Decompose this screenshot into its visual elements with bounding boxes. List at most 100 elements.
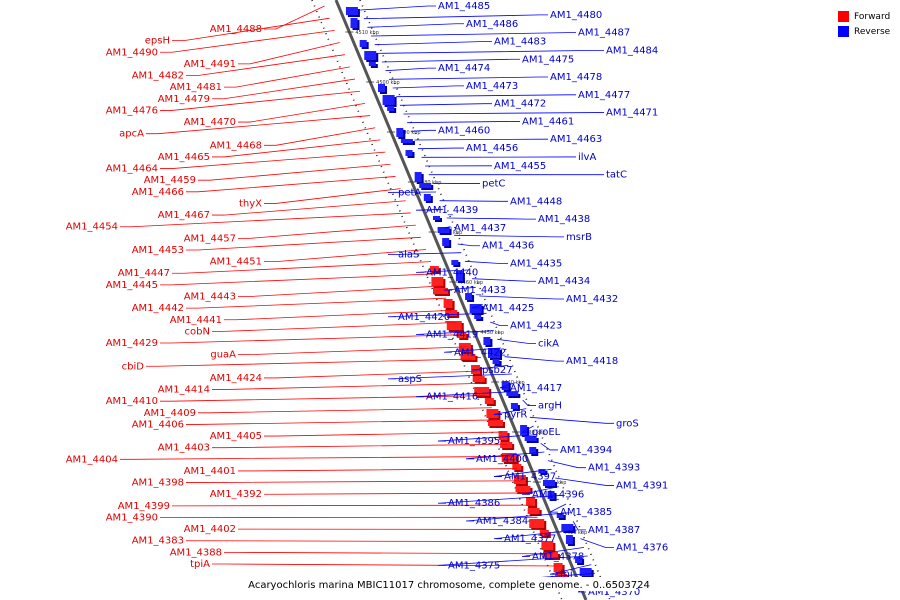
forward-gene-label[interactable]: AM1_4442: [132, 303, 184, 314]
reverse-gene-label[interactable]: AM1_4474: [438, 63, 490, 74]
reverse-gene-label[interactable]: AM1_4461: [522, 116, 574, 127]
forward-gene-label[interactable]: AM1_4488: [210, 24, 262, 35]
reverse-gene-label[interactable]: AM1_4370: [588, 587, 640, 598]
forward-gene-label[interactable]: AM1_4464: [106, 164, 158, 175]
reverse-gene-label[interactable]: AM1_4395: [448, 436, 500, 447]
reverse-gene-label[interactable]: cikA: [538, 338, 559, 349]
forward-gene[interactable]: [488, 420, 505, 428]
reverse-gene[interactable]: [565, 535, 575, 546]
reverse-gene-label[interactable]: AM1_4480: [550, 10, 602, 21]
forward-gene-label[interactable]: cbiD: [122, 361, 145, 372]
forward-gene-label[interactable]: tpiA: [190, 559, 210, 570]
reverse-gene[interactable]: [359, 40, 369, 49]
forward-gene-label[interactable]: AM1_4466: [132, 187, 184, 198]
reverse-gene-label[interactable]: AM1_4486: [466, 19, 518, 30]
forward-gene[interactable]: [458, 343, 473, 354]
forward-gene[interactable]: [529, 519, 547, 530]
forward-gene-label[interactable]: AM1_4388: [170, 547, 222, 558]
reverse-gene-label[interactable]: AM1_4400: [476, 454, 528, 465]
reverse-gene[interactable]: [455, 271, 465, 283]
reverse-gene-label[interactable]: petC: [482, 179, 505, 190]
reverse-gene-label[interactable]: argH: [538, 401, 562, 412]
forward-gene-label[interactable]: AM1_4404: [66, 454, 118, 465]
forward-gene[interactable]: [515, 486, 533, 494]
forward-gene-label[interactable]: AM1_4424: [210, 373, 262, 384]
forward-gene[interactable]: [433, 288, 450, 296]
forward-gene-label[interactable]: AM1_4479: [158, 94, 210, 105]
forward-gene-label[interactable]: AM1_4399: [118, 501, 170, 512]
reverse-gene-label[interactable]: AM1_4420: [398, 312, 450, 323]
reverse-gene[interactable]: [492, 359, 502, 366]
forward-gene-label[interactable]: AM1_4398: [132, 478, 184, 489]
forward-gene-label[interactable]: AM1_4490: [106, 47, 158, 58]
forward-gene[interactable]: [513, 475, 528, 486]
reverse-gene[interactable]: [345, 7, 360, 17]
forward-gene-label[interactable]: AM1_4414: [158, 385, 210, 396]
forward-gene[interactable]: [501, 453, 519, 464]
forward-gene-label[interactable]: AM1_4470: [184, 117, 236, 128]
reverse-gene[interactable]: [465, 293, 475, 302]
forward-gene[interactable]: [527, 508, 542, 516]
reverse-gene[interactable]: [387, 106, 397, 113]
forward-gene-label[interactable]: AM1_4429: [106, 338, 158, 349]
reverse-gene[interactable]: [350, 18, 360, 30]
forward-gene-label[interactable]: AM1_4390: [106, 512, 158, 523]
reverse-gene-label[interactable]: AM1_4376: [616, 543, 668, 554]
reverse-gene-label[interactable]: psb27: [482, 365, 513, 376]
forward-gene-label[interactable]: AM1_4383: [132, 536, 184, 547]
reverse-gene-label[interactable]: AM1_4416: [426, 392, 478, 403]
forward-gene-label[interactable]: AM1_4451: [210, 257, 262, 268]
reverse-gene-label[interactable]: AM1_4386: [448, 498, 500, 509]
forward-gene[interactable]: [472, 376, 487, 384]
reverse-gene-label[interactable]: AM1_4485: [438, 1, 490, 12]
reverse-gene-label[interactable]: AM1_4471: [606, 108, 658, 119]
reverse-gene-label[interactable]: AM1_4473: [466, 81, 518, 92]
reverse-gene[interactable]: [437, 227, 452, 235]
reverse-gene[interactable]: [396, 128, 406, 139]
reverse-gene-label[interactable]: fni: [560, 569, 573, 580]
reverse-gene-label[interactable]: AM1_4433: [454, 285, 506, 296]
reverse-gene-label[interactable]: AM1_4475: [522, 54, 574, 65]
reverse-gene-label[interactable]: AM1_4460: [438, 125, 490, 136]
reverse-gene-label[interactable]: aspS: [398, 374, 422, 385]
reverse-gene[interactable]: [488, 348, 502, 360]
reverse-gene[interactable]: [469, 304, 484, 315]
forward-gene-label[interactable]: thyX: [239, 198, 262, 209]
reverse-gene-label[interactable]: AM1_4397: [504, 472, 556, 483]
reverse-gene-label[interactable]: AM1_4425: [482, 303, 534, 314]
forward-gene-label[interactable]: guaA: [210, 350, 236, 361]
reverse-gene[interactable]: [451, 260, 461, 267]
forward-gene[interactable]: [443, 299, 455, 310]
reverse-gene[interactable]: [364, 51, 379, 62]
forward-gene[interactable]: [539, 530, 551, 538]
forward-gene-label[interactable]: AM1_4402: [184, 524, 236, 535]
reverse-gene[interactable]: [510, 403, 520, 411]
reverse-gene-label[interactable]: AM1_4477: [578, 90, 630, 101]
reverse-gene[interactable]: [543, 480, 557, 488]
forward-gene[interactable]: [500, 442, 515, 450]
forward-gene-label[interactable]: AM1_4392: [210, 489, 262, 500]
forward-gene[interactable]: [498, 431, 510, 442]
reverse-gene-label[interactable]: ilvA: [578, 152, 596, 163]
reverse-gene-label[interactable]: tatC: [606, 170, 627, 181]
reverse-gene-label[interactable]: AM1_4484: [606, 45, 658, 56]
reverse-gene[interactable]: [474, 315, 484, 321]
reverse-gene-label[interactable]: AM1_4432: [566, 294, 618, 305]
forward-gene[interactable]: [457, 332, 469, 340]
forward-gene-label[interactable]: AM1_4445: [106, 280, 158, 291]
forward-gene[interactable]: [512, 464, 524, 472]
reverse-gene-label[interactable]: groEL: [532, 427, 561, 438]
reverse-gene[interactable]: [419, 183, 434, 190]
reverse-gene-label[interactable]: AM1_4435: [510, 258, 562, 269]
reverse-gene-label[interactable]: AM1_4377: [504, 534, 556, 545]
forward-gene-label[interactable]: AM1_4482: [132, 71, 184, 82]
forward-gene-label[interactable]: AM1_4443: [184, 292, 236, 303]
reverse-gene-label[interactable]: AM1_4385: [560, 507, 612, 518]
reverse-gene[interactable]: [575, 557, 585, 565]
reverse-gene[interactable]: [524, 436, 539, 443]
reverse-gene[interactable]: [547, 491, 557, 501]
reverse-gene[interactable]: [561, 524, 576, 533]
forward-gene-label[interactable]: apcA: [119, 129, 144, 140]
forward-gene-label[interactable]: AM1_4441: [170, 315, 222, 326]
reverse-gene[interactable]: [556, 513, 566, 520]
